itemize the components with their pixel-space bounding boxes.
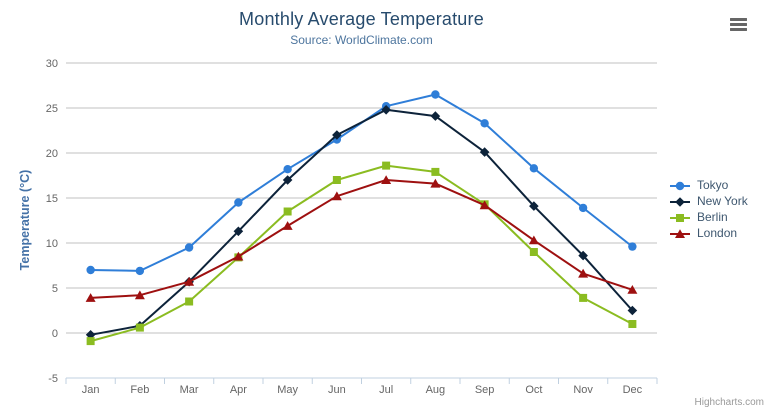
y-axis-label: 25 bbox=[46, 103, 58, 115]
data-point-tokyo[interactable] bbox=[135, 266, 145, 276]
legend-marker-diamond-icon bbox=[669, 195, 693, 207]
x-axis-label: Apr bbox=[230, 384, 247, 396]
x-axis-label: Jun bbox=[328, 384, 346, 396]
data-point-new-york[interactable] bbox=[479, 147, 490, 157]
y-axis-title: Temperature (°C) bbox=[18, 169, 32, 271]
x-axis-label: Jul bbox=[379, 384, 393, 396]
series-line-london bbox=[89, 179, 634, 299]
legend-item-new-york[interactable]: New York bbox=[669, 193, 748, 209]
data-point-london[interactable] bbox=[233, 251, 244, 261]
data-point-tokyo[interactable] bbox=[431, 90, 440, 99]
data-point-tokyo[interactable] bbox=[628, 242, 637, 251]
legend-label: Berlin bbox=[697, 210, 728, 224]
data-point-tokyo[interactable] bbox=[480, 119, 489, 128]
data-point-london[interactable] bbox=[627, 285, 638, 294]
data-point-london[interactable] bbox=[430, 178, 441, 188]
x-axis-label: Jan bbox=[82, 384, 100, 396]
hamburger-icon bbox=[730, 23, 747, 26]
x-axis-label: Oct bbox=[525, 384, 542, 396]
hamburger-icon bbox=[730, 28, 747, 31]
data-point-berlin[interactable] bbox=[628, 320, 637, 328]
credits-link[interactable]: Highcharts.com bbox=[694, 397, 764, 408]
data-point-new-york[interactable] bbox=[381, 105, 391, 115]
export-menu-button[interactable] bbox=[728, 14, 754, 38]
chart-title: Monthly Average Temperature bbox=[239, 9, 484, 29]
data-point-london[interactable] bbox=[528, 235, 539, 245]
hamburger-icon bbox=[730, 18, 747, 21]
chart-subtitle: Source: WorldClimate.com bbox=[290, 33, 433, 47]
y-axis-label: 5 bbox=[52, 283, 58, 295]
data-point-berlin[interactable] bbox=[431, 167, 440, 176]
data-point-london[interactable] bbox=[479, 200, 490, 210]
legend-label: New York bbox=[697, 194, 748, 208]
data-point-tokyo[interactable] bbox=[86, 265, 95, 275]
data-point-tokyo[interactable] bbox=[578, 203, 588, 213]
legend-marker-shape bbox=[676, 214, 684, 222]
y-axis-label: 30 bbox=[46, 58, 58, 70]
legend-item-berlin[interactable]: Berlin bbox=[669, 209, 748, 225]
data-point-london[interactable] bbox=[85, 293, 96, 302]
legend-item-london[interactable]: London bbox=[669, 225, 748, 241]
data-point-tokyo[interactable] bbox=[529, 164, 539, 173]
data-point-london[interactable] bbox=[184, 276, 195, 286]
data-point-london[interactable] bbox=[282, 221, 293, 230]
data-point-tokyo[interactable] bbox=[234, 198, 243, 207]
data-point-berlin[interactable] bbox=[185, 297, 194, 306]
data-point-london[interactable] bbox=[578, 268, 589, 278]
x-axis-label: Mar bbox=[180, 384, 199, 396]
legend: Tokyo New York Berlin London bbox=[669, 177, 748, 241]
data-point-berlin[interactable] bbox=[283, 207, 292, 216]
legend-label: London bbox=[697, 226, 738, 240]
legend-label: Tokyo bbox=[697, 178, 729, 192]
y-axis-label: -5 bbox=[48, 373, 58, 385]
y-axis-label: 20 bbox=[46, 148, 58, 160]
data-point-tokyo[interactable] bbox=[283, 165, 292, 174]
legend-marker-shape bbox=[675, 181, 685, 191]
data-point-new-york[interactable] bbox=[578, 250, 588, 261]
x-axis-label: Sep bbox=[475, 384, 495, 396]
legend-marker-triangle-icon bbox=[669, 227, 693, 239]
data-point-tokyo[interactable] bbox=[184, 243, 194, 252]
series-line-berlin bbox=[89, 164, 634, 343]
series-line-new-york bbox=[89, 108, 634, 336]
data-point-berlin[interactable] bbox=[529, 248, 538, 256]
x-axis-label: Aug bbox=[426, 384, 446, 396]
legend-marker-circle-icon bbox=[669, 179, 693, 191]
legend-marker-square-icon bbox=[669, 211, 693, 223]
x-axis-label: Nov bbox=[573, 384, 593, 396]
data-point-london[interactable] bbox=[331, 191, 342, 201]
data-point-new-york[interactable] bbox=[233, 226, 244, 237]
data-point-berlin[interactable] bbox=[135, 323, 144, 332]
data-point-new-york[interactable] bbox=[282, 175, 293, 185]
data-point-new-york[interactable] bbox=[627, 305, 638, 316]
x-axis-label: Feb bbox=[130, 384, 149, 396]
legend-marker-shape bbox=[675, 229, 685, 238]
y-axis-label: 0 bbox=[52, 328, 58, 340]
data-point-new-york[interactable] bbox=[529, 201, 539, 211]
data-point-berlin[interactable] bbox=[86, 337, 95, 346]
data-point-new-york[interactable] bbox=[85, 330, 96, 340]
legend-item-tokyo[interactable]: Tokyo bbox=[669, 177, 748, 193]
x-axis-label: May bbox=[277, 384, 298, 396]
data-point-london[interactable] bbox=[134, 290, 145, 300]
x-axis-label: Dec bbox=[623, 384, 643, 396]
data-point-berlin[interactable] bbox=[332, 176, 341, 184]
legend-marker-shape bbox=[675, 197, 685, 207]
data-point-berlin[interactable] bbox=[382, 161, 391, 170]
series-line-tokyo bbox=[89, 93, 634, 272]
data-point-new-york[interactable] bbox=[332, 130, 342, 140]
data-point-new-york[interactable] bbox=[430, 111, 441, 121]
data-point-london[interactable] bbox=[381, 175, 392, 184]
y-axis-label: 10 bbox=[46, 238, 58, 250]
y-axis-label: 15 bbox=[46, 193, 58, 205]
data-point-berlin[interactable] bbox=[579, 293, 588, 302]
